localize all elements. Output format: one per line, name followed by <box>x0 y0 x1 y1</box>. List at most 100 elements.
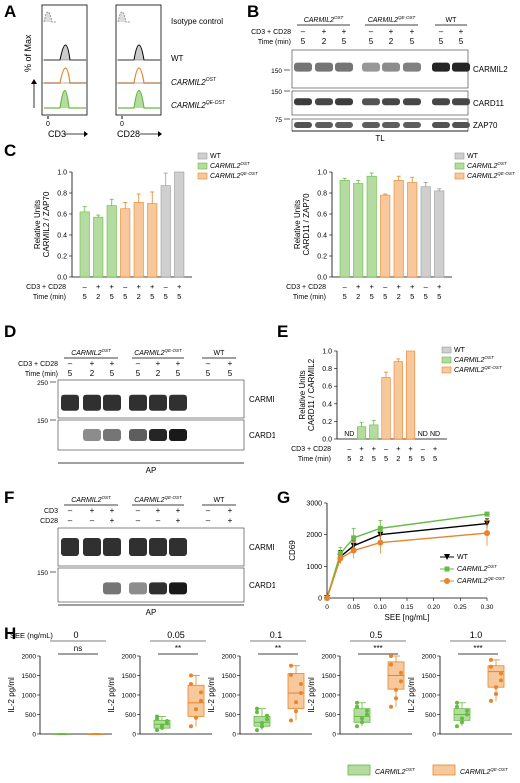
y-tick-label: 500 <box>325 712 336 719</box>
legend-label: WT <box>454 347 466 354</box>
data-point <box>265 713 269 718</box>
blot-band <box>129 538 147 556</box>
row-value: 5 <box>176 369 181 378</box>
band-label-card11: CARD11 <box>249 581 275 590</box>
y-tick-label: 1.0 <box>322 349 332 356</box>
blot-band <box>149 582 167 595</box>
y-tick-label: 0 <box>432 732 436 739</box>
row-value: – <box>123 282 128 291</box>
panel-label-d: D <box>4 322 17 341</box>
row-value: – <box>136 516 141 525</box>
row-value: + <box>370 282 375 291</box>
blot-band <box>452 62 470 72</box>
blot-band <box>149 429 167 441</box>
data-point <box>355 704 359 709</box>
row-value: 2 <box>397 292 401 301</box>
y-axis-label: IL-2 pg/ml <box>207 677 216 713</box>
y-tick-label: 2000 <box>422 654 437 661</box>
y-tick-label: 0 <box>318 596 322 603</box>
data-point <box>484 530 490 537</box>
blot-band <box>315 98 333 106</box>
blot-band <box>432 62 450 72</box>
y-tick-label: 0.6 <box>57 212 67 219</box>
data-point <box>155 716 159 721</box>
row-value: 5 <box>437 292 441 301</box>
bar <box>380 194 391 278</box>
bar <box>366 175 377 278</box>
row-value: – <box>384 444 389 453</box>
row-value: 2 <box>396 454 400 463</box>
blot-footer: AP <box>146 466 157 475</box>
data-point <box>399 670 403 675</box>
row-value: 5 <box>383 292 387 301</box>
y-tick-label: 0.6 <box>317 212 327 219</box>
genotype-header-qe: CARMIL2QE-OST <box>134 348 183 357</box>
genotype-header-ost: CARMIL2OST <box>71 495 112 504</box>
legend-marker <box>444 566 450 572</box>
data-point <box>289 663 293 668</box>
data-point <box>289 672 293 677</box>
panel-e-bar-chart: 0.0 0.2 0.4 0.6 0.8 1.0 Relative Units CARD11 /… <box>291 346 503 463</box>
band-label-card11: CARD11 <box>473 99 505 108</box>
y-tick-label: 1500 <box>22 673 37 680</box>
blot-band <box>294 98 312 106</box>
bar <box>174 171 185 278</box>
y-tick-label: 500 <box>425 712 436 719</box>
bar <box>393 361 403 440</box>
data-point <box>360 720 364 725</box>
data-point <box>260 720 264 725</box>
y-tick-label: 1000 <box>306 564 322 571</box>
row-value: 5 <box>410 292 414 301</box>
legend-label-qe: CARMIL2QE-OST <box>460 767 509 776</box>
row-value: + <box>176 516 181 525</box>
y-tick-label: 2000 <box>122 654 137 661</box>
data-point <box>189 673 193 678</box>
panel-label-c: C <box>4 141 17 160</box>
y-axis-label: IL-2 pg/ml <box>407 677 416 713</box>
data-point <box>394 696 398 701</box>
y-tick-label: 1500 <box>122 673 137 680</box>
blot-band <box>129 429 147 441</box>
data-point <box>489 657 493 662</box>
blot-band <box>362 98 380 106</box>
blot-band <box>83 538 101 556</box>
y-tick-label: 0.6 <box>322 384 332 391</box>
histogram-cd28: 0 CD28 <box>115 4 162 139</box>
see-label: SEE (ng/mL) <box>10 631 53 640</box>
y-axis-label-1: Relative Units <box>33 200 42 249</box>
y-axis-label-2: CARD11 / ZAP70 <box>302 193 311 256</box>
data-point <box>194 715 198 720</box>
y-tick-label: 0.0 <box>322 437 332 444</box>
blot-band <box>452 122 470 128</box>
blot-band <box>149 394 167 411</box>
blot-band <box>169 394 187 411</box>
data-point <box>265 717 269 722</box>
see-value: 0 <box>73 630 78 640</box>
blot-footer: AP <box>146 608 157 617</box>
panel-h-box-plots: SEE (ng/mL) 0 0 500 1000 1500 2000 IL-2 pg/ml ns… <box>7 630 512 776</box>
data-point <box>455 724 459 729</box>
row-label-1: CD28 <box>40 518 58 525</box>
row-value: 5 <box>410 37 415 46</box>
data-point <box>360 716 364 721</box>
data-point <box>165 721 169 726</box>
y-tick-label: 0 <box>232 732 236 739</box>
row-value: – <box>439 27 444 36</box>
blot-band <box>294 62 312 72</box>
data-point <box>389 704 393 709</box>
row-value: – <box>206 359 211 368</box>
legend-label: CARMIL2OST <box>210 161 251 170</box>
legend-swatch <box>454 172 465 180</box>
blot-band <box>432 98 450 106</box>
row-value: 5 <box>136 369 141 378</box>
histogram-cd3: 0 CD3 <box>41 4 88 139</box>
data-point <box>160 725 164 730</box>
data-point <box>389 662 393 667</box>
legend-swatch <box>197 162 208 170</box>
bar <box>434 190 445 278</box>
mw-marker: 75 <box>275 117 283 124</box>
y-tick-label: 1000 <box>122 693 137 700</box>
row-label: Time (min) <box>298 456 331 463</box>
panel-a-histograms: 0 CD3 0 CD28 % of Max Isotype control WT… <box>23 4 226 139</box>
row-value: 5 <box>343 292 347 301</box>
